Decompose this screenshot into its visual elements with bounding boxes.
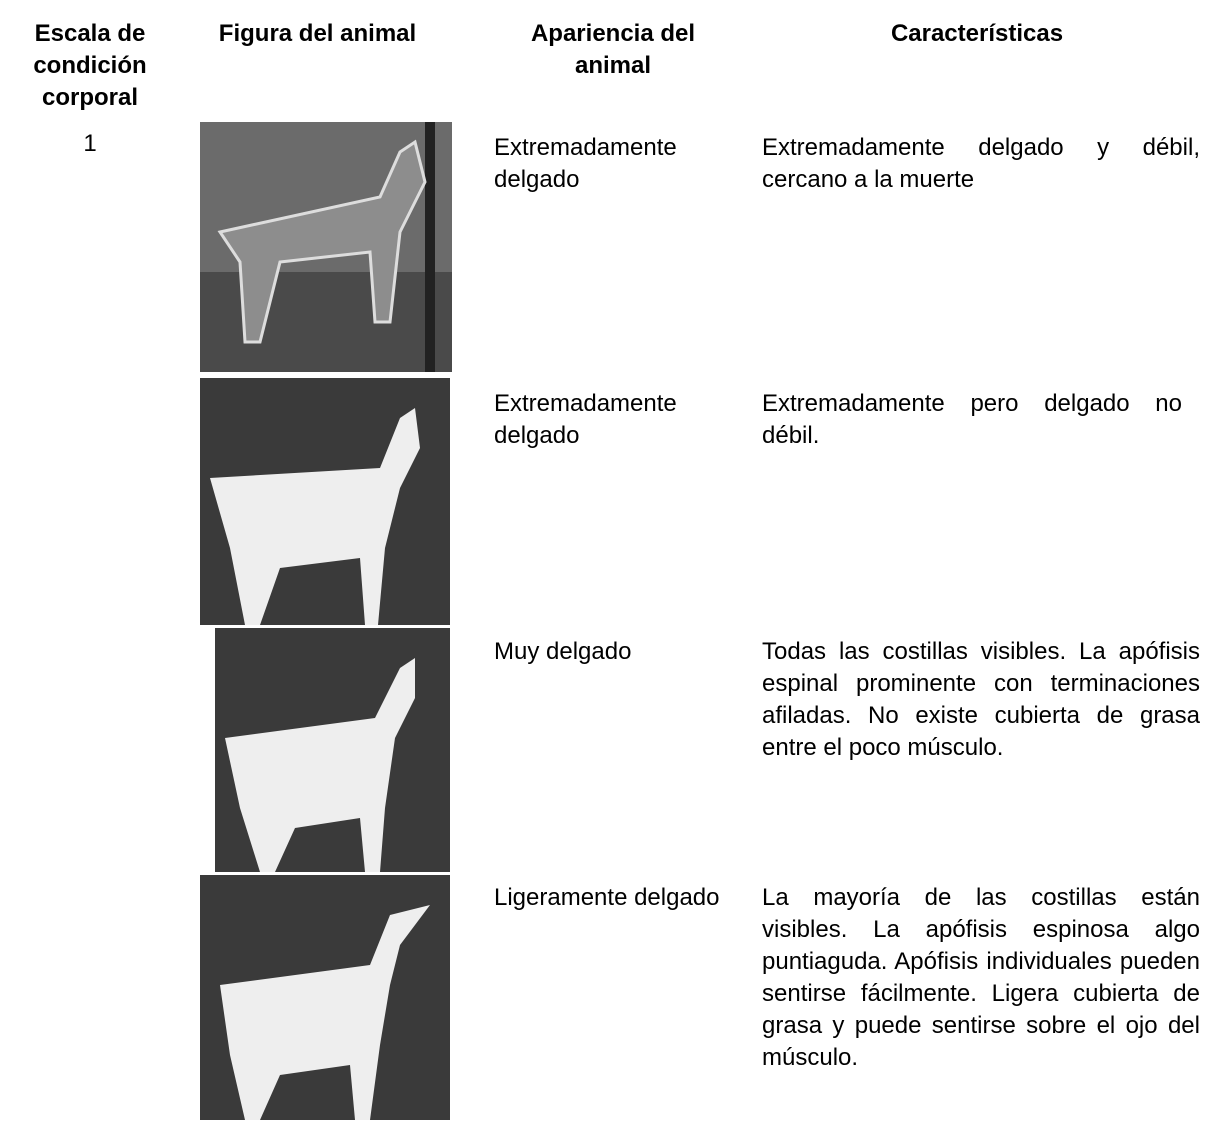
characteristics: Extremadamente delgado y débil, cercano …: [762, 134, 1200, 193]
characteristics: La mayoría de las costillas están visibl…: [762, 884, 1200, 1071]
header-figure: Figura del animal: [218, 20, 417, 47]
goat-photo: [200, 875, 450, 1120]
appearance: Extremadamente delgado: [494, 390, 677, 449]
goat-photo: [215, 628, 450, 872]
header-characteristics: Características: [890, 20, 1064, 47]
characteristics: Todas las costillas visibles. La apófisi…: [762, 638, 1200, 761]
goat-photo: [200, 122, 452, 372]
appearance: Extremadamente delgado: [494, 134, 677, 193]
header-scale: Escala de condición corporal: [33, 20, 147, 111]
goat-photo: [200, 378, 450, 625]
header-appearance: Apariencia del animal: [530, 20, 696, 79]
appearance: Muy delgado: [494, 638, 632, 665]
scale-value: 1: [83, 130, 97, 157]
characteristics: Extremadamente pero delgado no débil.: [762, 390, 1182, 449]
appearance: Ligeramente delgado: [494, 884, 720, 911]
